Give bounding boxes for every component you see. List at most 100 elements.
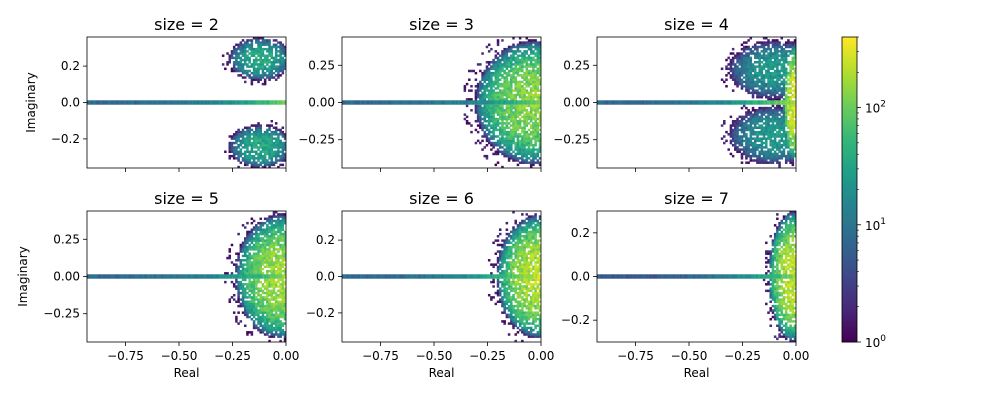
- heatmap-cell: [518, 45, 522, 49]
- heatmap-cell: [518, 252, 522, 255]
- heatmap-cell: [507, 133, 511, 136]
- real-axis-cell: [186, 274, 189, 279]
- heatmap-cell: [246, 269, 249, 273]
- heatmap-cell: [239, 250, 243, 253]
- real-axis-cell: [168, 100, 171, 105]
- real-axis-cell: [392, 100, 395, 105]
- heatmap-cell: [476, 104, 480, 108]
- heatmap-cell: [503, 126, 506, 129]
- heatmap-cell: [268, 252, 271, 255]
- heatmap-cell: [255, 128, 258, 132]
- heatmap-cell: [259, 76, 262, 79]
- heatmap-cell: [521, 65, 524, 68]
- heatmap-cell: [534, 52, 537, 55]
- heatmap-cell: [791, 45, 795, 49]
- heatmap-cell: [736, 141, 739, 145]
- real-axis-cell: [215, 274, 218, 279]
- heatmap-cell: [270, 63, 274, 66]
- heatmap-cell: [248, 161, 251, 164]
- heatmap-cell: [239, 304, 243, 308]
- heatmap-cell: [248, 248, 251, 251]
- heatmap-cell: [283, 235, 286, 238]
- heatmap-cell: [751, 95, 755, 99]
- heatmap-cell: [259, 74, 262, 77]
- heatmap-cell: [261, 324, 265, 328]
- heatmap-cell: [738, 58, 742, 62]
- heatmap-cell: [243, 272, 247, 275]
- heatmap-cell: [780, 117, 784, 121]
- y-tick-label: 0.00: [563, 96, 590, 110]
- heatmap-cell: [279, 47, 282, 51]
- heatmap-cell: [525, 326, 529, 330]
- heatmap-cell: [246, 285, 249, 288]
- heatmap-cell: [512, 93, 515, 97]
- real-axis-cell: [177, 274, 180, 279]
- heatmap-cell: [791, 41, 795, 44]
- heatmap-cell: [536, 76, 540, 79]
- heatmap-cell: [503, 254, 506, 258]
- heatmap-cell: [266, 300, 269, 303]
- heatmap-cell: [514, 148, 517, 151]
- heatmap-cell: [753, 80, 757, 84]
- heatmap-cell: [740, 135, 744, 138]
- heatmap-cell: [228, 248, 232, 251]
- heatmap-cell: [492, 152, 495, 156]
- heatmap-cell: [279, 285, 282, 288]
- heatmap-cell: [510, 76, 513, 79]
- heatmap-cell: [479, 117, 482, 121]
- heatmap-cell: [257, 128, 260, 132]
- heatmap-cell: [250, 41, 254, 44]
- real-axis-cell: [248, 100, 251, 105]
- heatmap-cell: [272, 76, 276, 79]
- heatmap-cell: [261, 135, 265, 138]
- heatmap-cell: [268, 245, 271, 249]
- heatmap-cells: [87, 211, 286, 342]
- heatmap-cell: [510, 98, 513, 101]
- heatmap-cell: [490, 98, 493, 101]
- heatmap-cell: [778, 117, 781, 121]
- heatmap-cell: [789, 67, 792, 71]
- heatmap-cell: [272, 213, 276, 216]
- heatmap-cell: [518, 43, 522, 47]
- heatmap-cell: [507, 252, 511, 255]
- heatmap-cell: [742, 126, 746, 129]
- heatmap-cell: [514, 235, 517, 238]
- heatmap-cell: [235, 280, 238, 284]
- heatmap-cell: [494, 135, 498, 138]
- heatmap-cell: [529, 89, 533, 92]
- real-axis-cell: [680, 100, 683, 105]
- heatmap-cell: [789, 78, 792, 81]
- real-axis-cell: [172, 100, 175, 105]
- heatmap-cell: [505, 221, 509, 225]
- heatmap-cell: [501, 152, 504, 156]
- heatmap-cell: [793, 45, 796, 49]
- heatmap-cell: [237, 304, 240, 308]
- heatmap-cell: [261, 67, 265, 71]
- heatmap-cell: [230, 67, 234, 71]
- heatmap-cell: [771, 67, 775, 71]
- heatmap-cell: [756, 95, 759, 99]
- heatmap-cell: [503, 133, 506, 136]
- heatmap-cell: [521, 150, 524, 154]
- heatmap-cell: [523, 128, 526, 132]
- heatmap-cell: [496, 69, 500, 73]
- heatmap-cell: [483, 74, 487, 77]
- heatmap-cell: [281, 67, 285, 71]
- real-axis-cell: [515, 100, 518, 105]
- heatmap-cell: [279, 261, 282, 264]
- heatmap-cell: [259, 56, 262, 60]
- real-axis-cell: [162, 274, 166, 279]
- heatmap-cell: [765, 54, 768, 57]
- heatmap-cell: [507, 58, 511, 62]
- heatmap-cell: [494, 80, 498, 84]
- heatmap-cell: [514, 300, 517, 303]
- heatmap-cell: [734, 126, 737, 129]
- subplot-2: size = 3−0.250.000.25: [298, 15, 542, 172]
- heatmap-cell: [776, 50, 779, 53]
- heatmap-cell: [228, 254, 232, 258]
- heatmap-cell: [738, 74, 742, 77]
- heatmap-cell: [483, 130, 487, 134]
- heatmap-cell: [490, 143, 493, 147]
- heatmap-cell: [787, 141, 790, 145]
- heatmap-cell: [521, 111, 524, 114]
